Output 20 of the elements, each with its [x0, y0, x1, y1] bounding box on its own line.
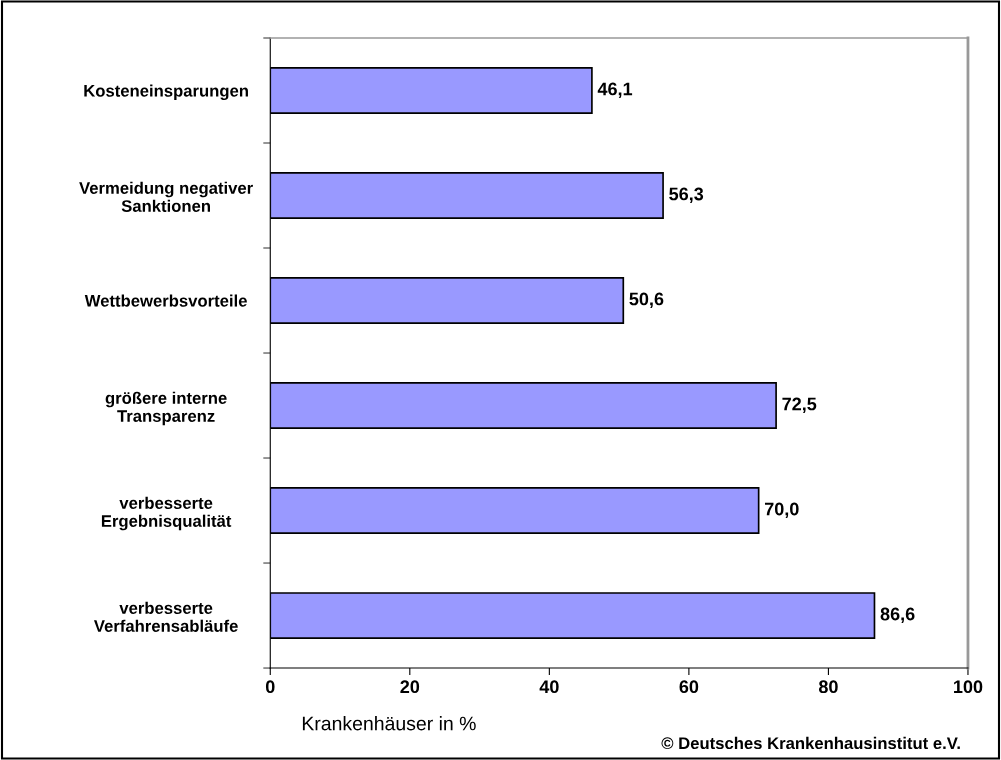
data-label: 70,0: [764, 502, 799, 518]
data-label: 56,3: [669, 187, 704, 203]
x-axis-title: Krankenhäuser in %: [302, 716, 476, 731]
data-label: 86,6: [880, 607, 915, 623]
data-label: 46,1: [597, 82, 633, 98]
y-tick-label: Vermeidung negativer Sanktionen: [79, 181, 253, 212]
x-tick-label: 20: [400, 680, 420, 694]
x-tick-label: 40: [539, 680, 559, 694]
x-tick-label: 0: [265, 680, 275, 694]
x-tick-label: 100: [954, 680, 983, 694]
y-tick-label: Wettbewerbsvorteile: [84, 294, 247, 307]
x-tick-label: 60: [679, 680, 699, 694]
y-tick-label: verbesserte Verfahrensabläufe: [93, 601, 238, 632]
data-label: 72,5: [782, 397, 817, 413]
text: © Deutsches Krankenhausinstitut e.V.: [661, 736, 960, 750]
y-tick-label: größere interne Transparenz: [105, 391, 227, 426]
x-tick-label: 80: [818, 680, 838, 694]
data-label: 50,6: [629, 292, 664, 308]
y-tick-label: verbesserte Ergebnisqualität: [101, 496, 232, 531]
y-tick-label: Kosteneinsparungen: [84, 84, 248, 101]
